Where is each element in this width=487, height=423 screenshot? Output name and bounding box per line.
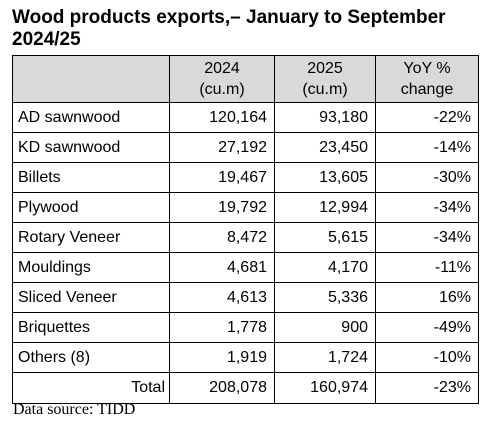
value-2025: 5,336: [274, 282, 376, 313]
value-2024: 19,792: [169, 192, 275, 223]
value-2025: 12,994: [274, 192, 376, 223]
table-row: AD sawnwood 120,164 93,180 -22%: [12, 102, 479, 133]
table-row: Sliced Veneer 4,613 5,336 16%: [12, 282, 479, 313]
value-yoy: -10%: [375, 342, 479, 373]
header-2024-year: 2024: [204, 60, 240, 77]
product-name: Briquettes: [12, 312, 170, 343]
value-2025: 900: [274, 312, 376, 343]
value-yoy: -11%: [375, 252, 479, 283]
header-product: [12, 55, 170, 103]
product-name: Plywood: [12, 192, 170, 223]
table-footer: Total 208,078 160,974 -23%: [12, 372, 479, 404]
product-name: AD sawnwood: [12, 102, 170, 133]
value-yoy: -49%: [375, 312, 479, 343]
total-row: Total 208,078 160,974 -23%: [12, 372, 479, 404]
page-title: Wood products exports,– January to Septe…: [12, 7, 446, 50]
header-yoy-change: change: [400, 81, 454, 98]
table-row: KD sawnwood 27,192 23,450 -14%: [12, 132, 479, 163]
header-2025-unit: (cu.m): [302, 81, 348, 98]
value-2024: 120,164: [169, 102, 275, 133]
table-row: Plywood 19,792 12,994 -34%: [12, 192, 479, 223]
value-2024: 19,467: [169, 162, 275, 193]
value-2025: 13,605: [274, 162, 376, 193]
value-yoy: -34%: [375, 192, 479, 223]
product-name: Billets: [12, 162, 170, 193]
header-2025: 2025 (cu.m): [274, 55, 376, 103]
value-2025: 5,615: [274, 222, 376, 253]
data-source-note: Data source: TIDD: [13, 401, 136, 418]
table-row: Others (8) 1,919 1,724 -10%: [12, 342, 479, 373]
value-yoy: 16%: [375, 282, 479, 313]
table-row: Briquettes 1,778 900 -49%: [12, 312, 479, 343]
value-yoy: -34%: [375, 222, 479, 253]
header-yoy-label: YoY %: [403, 60, 451, 77]
header-2024-unit: (cu.m): [199, 81, 245, 98]
value-yoy: -14%: [375, 132, 479, 163]
product-name: Sliced Veneer: [12, 282, 170, 313]
value-2024: 4,613: [169, 282, 275, 313]
exports-table: 2024 (cu.m) 2025 (cu.m) YoY % change AD …: [12, 55, 479, 404]
value-2024: 1,919: [169, 342, 275, 373]
value-2025: 93,180: [274, 102, 376, 133]
table-row: Rotary Veneer 8,472 5,615 -34%: [12, 222, 479, 253]
value-2024: 8,472: [169, 222, 275, 253]
header-2025-year: 2025: [307, 60, 343, 77]
table-body: AD sawnwood 120,164 93,180 -22% KD sawnw…: [12, 102, 479, 373]
value-2025: 4,170: [274, 252, 376, 283]
header-2024: 2024 (cu.m): [169, 55, 275, 103]
value-2024: 1,778: [169, 312, 275, 343]
value-yoy: -22%: [375, 102, 479, 133]
value-2024: 4,681: [169, 252, 275, 283]
table-header: 2024 (cu.m) 2025 (cu.m) YoY % change: [12, 55, 479, 103]
value-yoy: -30%: [375, 162, 479, 193]
total-2024: 208,078: [169, 372, 275, 404]
product-name: Others (8): [12, 342, 170, 373]
total-label: Total: [12, 372, 170, 404]
total-2025: 160,974: [274, 372, 376, 404]
table-row: Mouldings 4,681 4,170 -11%: [12, 252, 479, 283]
value-2025: 1,724: [274, 342, 376, 373]
product-name: Rotary Veneer: [12, 222, 170, 253]
header-yoy: YoY % change: [375, 55, 479, 103]
value-2024: 27,192: [169, 132, 275, 163]
header-row: 2024 (cu.m) 2025 (cu.m) YoY % change: [12, 55, 479, 103]
product-name: Mouldings: [12, 252, 170, 283]
product-name: KD sawnwood: [12, 132, 170, 163]
total-yoy: -23%: [375, 372, 479, 404]
table-row: Billets 19,467 13,605 -30%: [12, 162, 479, 193]
value-2025: 23,450: [274, 132, 376, 163]
